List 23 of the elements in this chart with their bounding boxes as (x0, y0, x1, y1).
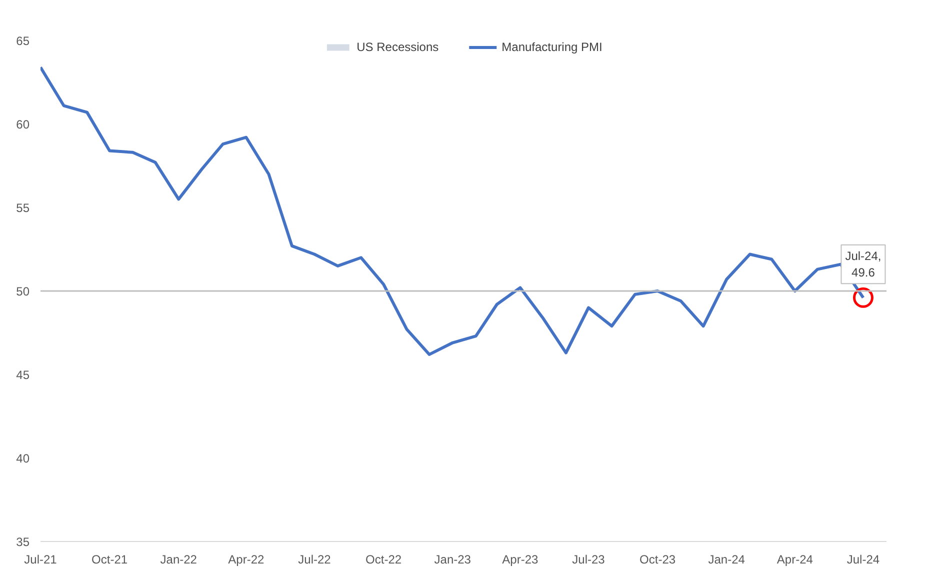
x-tick-label: Jan-24 (708, 552, 746, 566)
y-tick-label: 65 (16, 34, 30, 48)
y-tick-label: 50 (16, 284, 30, 298)
x-tick-label: Apr-24 (776, 552, 814, 566)
annotation: Jul-24, 49.6 (845, 248, 882, 280)
x-tick-label: Oct-21 (92, 552, 128, 566)
x-tick-label: Jul-23 (572, 552, 606, 566)
y-tick-label: 55 (16, 201, 30, 215)
y-tick-label: 45 (16, 368, 30, 382)
x-tick-label: Jan-22 (160, 552, 198, 566)
y-tick-label: 35 (16, 535, 30, 549)
x-tick-label: Jan-23 (434, 552, 472, 566)
legend-label: US Recessions (356, 40, 439, 54)
x-tick-label: Apr-23 (502, 552, 539, 566)
x-tick-label: Jul-24 (846, 552, 880, 566)
x-tick-label: Oct-22 (366, 552, 402, 566)
x-tick-label: Jul-21 (24, 552, 58, 566)
x-tick-label: Oct-23 (640, 552, 676, 566)
x-tick-label: Apr-22 (228, 552, 265, 566)
y-tick-label: 40 (16, 452, 30, 466)
legend-label: Manufacturing PMI (502, 40, 602, 54)
y-tick-label: 60 (16, 118, 30, 132)
x-tick-label: Jul-22 (298, 552, 332, 566)
